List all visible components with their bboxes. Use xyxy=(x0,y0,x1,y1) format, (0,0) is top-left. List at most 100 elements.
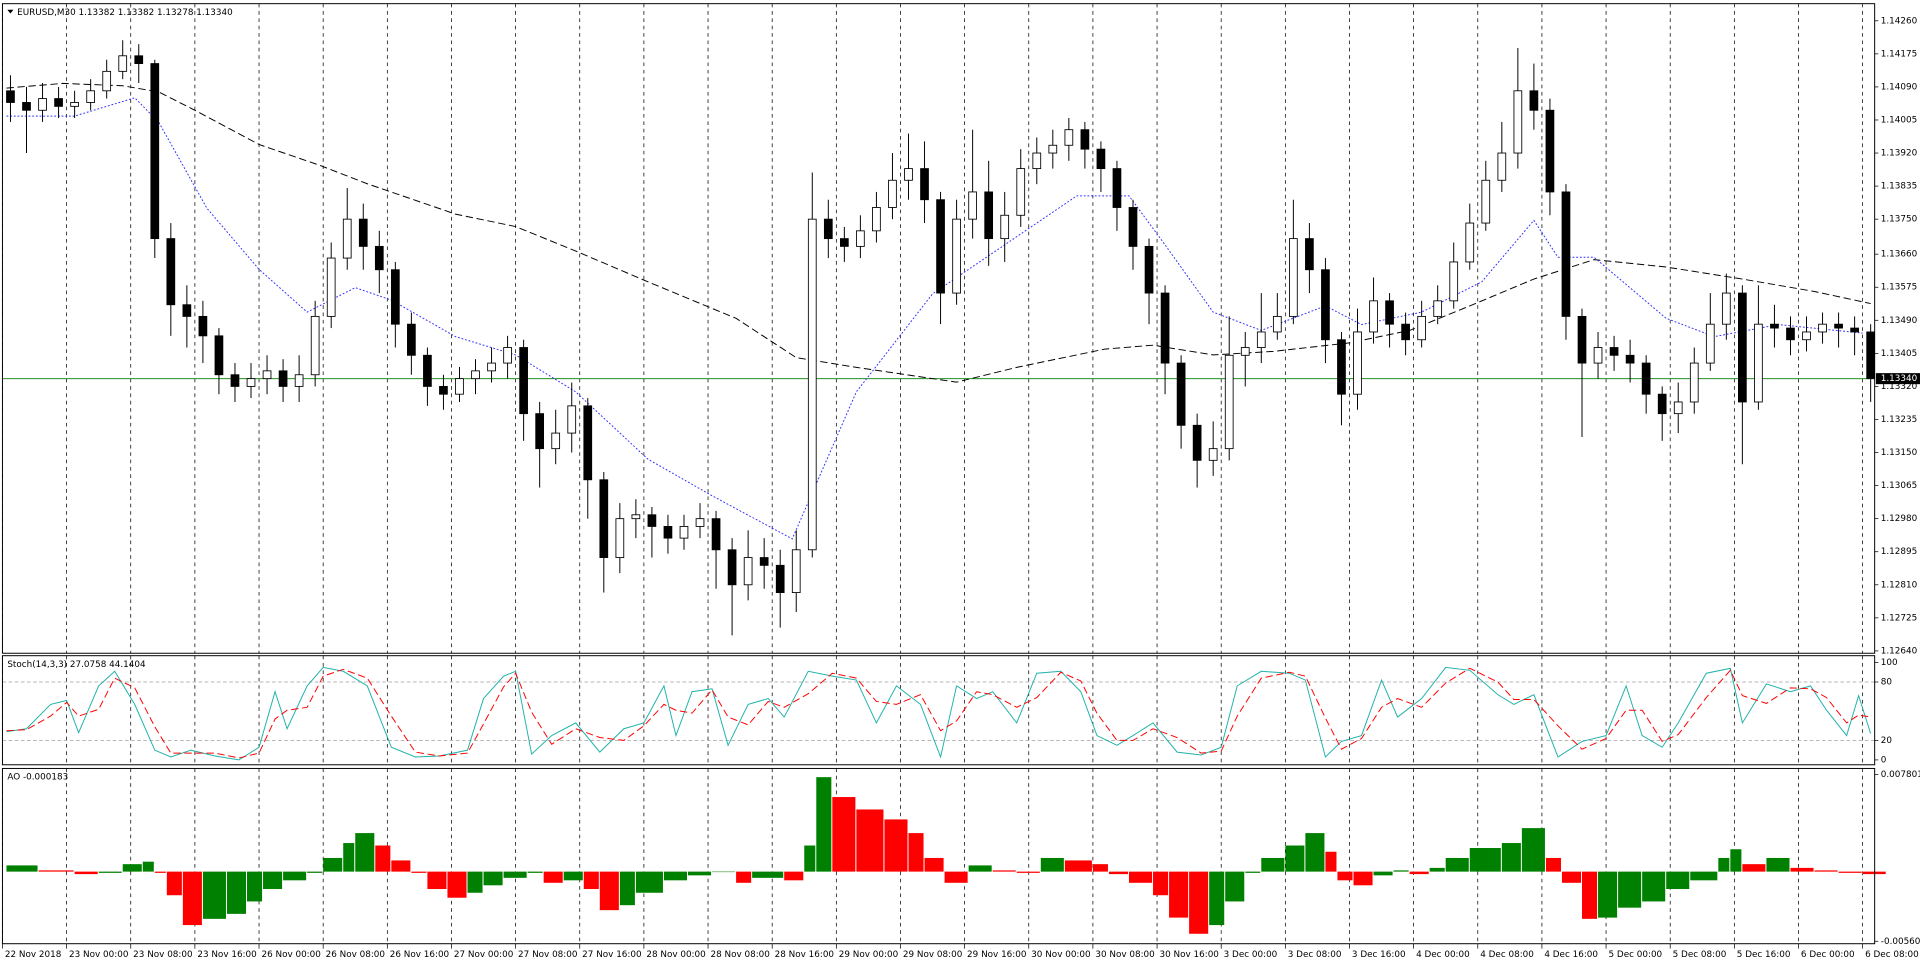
frame-layer: EURUSD,M30 1.13382 1.13382 1.13278 1.133… xyxy=(1,3,1920,960)
x-tick-label: 30 Nov 00:00 xyxy=(1031,950,1091,960)
candle-body xyxy=(246,378,256,387)
marks-layer xyxy=(6,40,1886,934)
candle-body xyxy=(1529,90,1539,111)
ao-bar xyxy=(1128,871,1153,883)
ao-bar xyxy=(1225,871,1245,902)
candle-body xyxy=(1144,245,1154,294)
candle-body xyxy=(118,55,128,72)
y-tick-label: 1.14090 xyxy=(1881,82,1918,92)
candle-body xyxy=(214,335,224,376)
candle-body xyxy=(374,245,384,271)
candle-body xyxy=(1192,424,1202,461)
y-tick-label: -0.005604 xyxy=(1881,937,1920,947)
candle-body xyxy=(1738,292,1747,403)
candle-body xyxy=(1481,179,1491,224)
candle-body xyxy=(70,102,79,107)
x-tick-label: 4 Dec 00:00 xyxy=(1416,950,1470,960)
ao-bar xyxy=(1501,843,1521,872)
last-price-box xyxy=(1875,373,1920,385)
x-tick-label: 5 Dec 08:00 xyxy=(1673,950,1727,960)
ao-bar xyxy=(467,871,483,893)
ao-bar xyxy=(1285,845,1305,872)
candle-body xyxy=(1337,339,1346,395)
candle-body xyxy=(1128,207,1138,247)
candle-body xyxy=(262,370,272,380)
candle-body xyxy=(1224,354,1234,450)
main-panel-frame xyxy=(1,3,1876,654)
ao-bar xyxy=(1582,871,1598,919)
ao-bar xyxy=(1393,870,1409,872)
ao-bar xyxy=(1730,849,1742,872)
ao-bar xyxy=(1690,871,1718,881)
ao-bar xyxy=(1325,851,1337,872)
y-tick-label: 1.13405 xyxy=(1881,349,1917,359)
candle-body xyxy=(519,347,528,415)
candle-body xyxy=(1176,362,1186,426)
candle-body xyxy=(1689,362,1699,403)
candle-body xyxy=(1160,292,1170,364)
candle-body xyxy=(791,549,801,593)
candle-body xyxy=(1064,129,1074,146)
ao-bar xyxy=(202,871,226,919)
x-tick-label: 23 Nov 16:00 xyxy=(197,950,257,960)
ao-bar xyxy=(1409,871,1429,875)
x-tick-label: 27 Nov 00:00 xyxy=(454,950,514,960)
candle-body xyxy=(1016,168,1026,216)
stoch-panel-frame xyxy=(1,655,1876,766)
stoch-title: Stoch(14,3,3) 27.0758 44.1404 xyxy=(7,660,146,670)
ao-bar xyxy=(503,871,527,878)
x-tick-label: 27 Nov 16:00 xyxy=(582,950,642,960)
ao-bar xyxy=(283,871,307,881)
ao-bar xyxy=(1108,871,1129,875)
candle-body xyxy=(1256,331,1266,348)
y-tick-label: 0.007801 xyxy=(1881,770,1920,780)
candle-body xyxy=(647,514,657,527)
x-tick-label: 5 Dec 16:00 xyxy=(1737,950,1791,960)
candle-body xyxy=(1673,401,1683,415)
x-tick-label: 28 Nov 16:00 xyxy=(775,950,835,960)
stoch-line xyxy=(6,666,1872,761)
ao-bar xyxy=(543,871,563,883)
ao-bar xyxy=(74,871,98,875)
candle-body xyxy=(631,514,641,520)
candle-body xyxy=(1754,323,1763,403)
ao-bar xyxy=(527,871,543,873)
candle-body xyxy=(1657,393,1667,415)
y-tick-label: 1.12640 xyxy=(1881,646,1918,656)
candle-body xyxy=(1802,331,1811,341)
candle-body xyxy=(583,405,593,481)
x-tick-label: 26 Nov 08:00 xyxy=(326,950,386,960)
candle-body xyxy=(294,374,304,387)
candle-body xyxy=(535,413,545,450)
candle-body xyxy=(952,218,961,294)
x-tick-label: 29 Nov 08:00 xyxy=(903,950,963,960)
symbol-menu-arrow[interactable] xyxy=(7,9,14,14)
ao-bar xyxy=(6,865,38,872)
candle-body xyxy=(390,269,400,325)
ao-bar xyxy=(1261,857,1285,872)
x-tick-label: 3 Dec 00:00 xyxy=(1224,950,1278,960)
x-tick-label: 28 Nov 00:00 xyxy=(646,950,706,960)
candle-body xyxy=(615,518,625,558)
ao-bar xyxy=(992,870,1016,872)
ao-bar xyxy=(619,871,635,906)
candle-body xyxy=(1080,129,1090,150)
ao-bar xyxy=(1618,871,1642,908)
candle-body xyxy=(872,207,881,232)
candle-body xyxy=(455,378,464,395)
y-tick-label: 1.13065 xyxy=(1881,481,1917,491)
ao-bar xyxy=(38,870,74,872)
ao-bar xyxy=(98,871,122,873)
ao-bar xyxy=(1016,871,1040,873)
candle-body xyxy=(1048,144,1058,154)
y-tick-label: 1.13320 xyxy=(1881,382,1918,392)
ao-bar xyxy=(832,797,856,872)
ao-bar xyxy=(635,871,663,893)
x-tick-label: 23 Nov 00:00 xyxy=(69,950,129,960)
ao-bar xyxy=(142,861,154,872)
candle-body xyxy=(775,564,785,593)
candle-body xyxy=(695,518,705,527)
ao-bar xyxy=(1666,871,1690,890)
x-tick-label: 26 Nov 00:00 xyxy=(261,950,321,960)
